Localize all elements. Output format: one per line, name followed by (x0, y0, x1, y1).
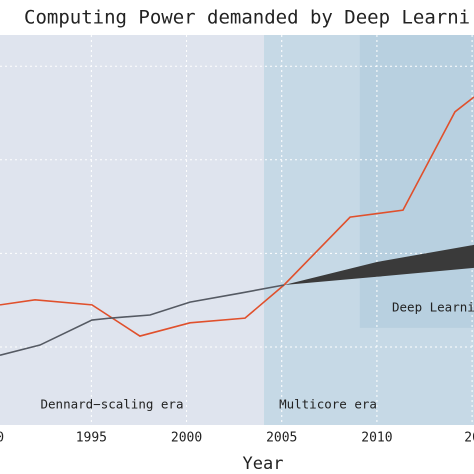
series-line (0, 284, 285, 356)
annotation: Multicore era (279, 397, 377, 412)
x-tick-label: 1995 (76, 431, 107, 446)
series-line (0, 96, 474, 337)
projection-band (284, 244, 474, 285)
x-tick-label: 2005 (266, 431, 297, 446)
x-axis-label: Year (243, 454, 284, 474)
x-tick-label: 20 (464, 431, 474, 446)
x-tick-label: 90 (0, 431, 4, 446)
x-tick-label: 2000 (171, 431, 202, 446)
chart-title: Computing Power demanded by Deep Learni (24, 7, 470, 29)
annotation: Dennard−scaling era (41, 397, 184, 412)
x-tick-label: 2010 (361, 431, 392, 446)
era-region (359, 35, 474, 328)
annotation: Deep Learni (392, 300, 474, 315)
